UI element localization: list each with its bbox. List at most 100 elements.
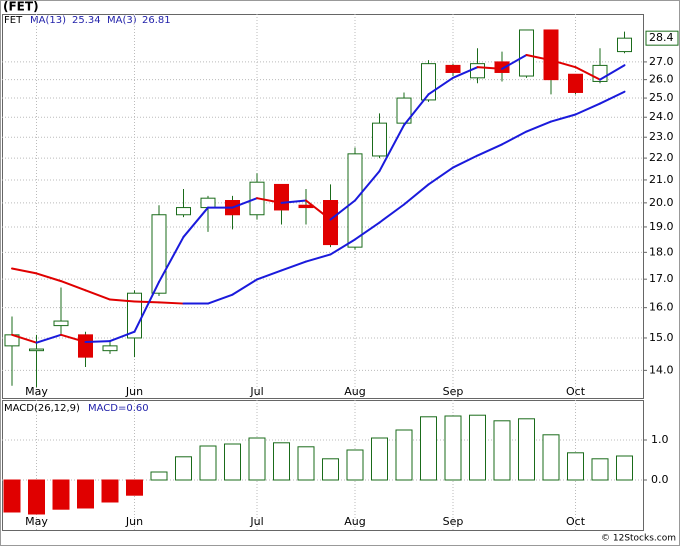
legend-ma3-value: 26.81 bbox=[142, 15, 171, 26]
macd-bar bbox=[444, 415, 462, 481]
macd-title: MACD(26,12,9) bbox=[4, 403, 80, 414]
ma-line-segment bbox=[60, 333, 87, 344]
macd-bar bbox=[542, 434, 560, 481]
candle-body bbox=[617, 37, 632, 53]
y-tick-label: 14.0 bbox=[649, 363, 674, 376]
x-tick-label: Oct bbox=[566, 515, 586, 528]
candle-body bbox=[494, 61, 510, 73]
macd-bar bbox=[591, 458, 609, 481]
macd-panel bbox=[2, 400, 644, 531]
legend-ma3: MA(3) bbox=[107, 15, 137, 26]
x-tick-label: Jul bbox=[249, 515, 263, 528]
y-tick-label: 25.0 bbox=[649, 91, 674, 104]
ma-line-segment bbox=[476, 143, 503, 157]
y-tick-label: 1.0 bbox=[651, 433, 669, 446]
ma-line-segment bbox=[501, 130, 528, 146]
x-tick-label: Sep bbox=[443, 515, 464, 528]
ma-line-segment bbox=[109, 330, 136, 343]
ma-line-segment bbox=[305, 199, 332, 221]
ma-line-segment bbox=[84, 340, 111, 344]
macd-bar bbox=[28, 479, 45, 515]
macd-bar bbox=[3, 479, 21, 513]
macd-legend: MACD=0.60 bbox=[88, 403, 149, 414]
last-price-label: 28.4 bbox=[649, 31, 674, 44]
legend-ma13: MA(13) bbox=[30, 15, 66, 26]
macd-bar bbox=[101, 479, 119, 503]
ma-line-segment bbox=[403, 93, 430, 127]
ma-line-segment bbox=[525, 54, 552, 62]
macd-bar bbox=[493, 420, 511, 481]
candle-body bbox=[176, 207, 191, 216]
ma-line-segment bbox=[550, 59, 577, 69]
chart-title: (FET) bbox=[3, 0, 39, 14]
ma-line-segment bbox=[476, 66, 503, 70]
ma-line-segment bbox=[354, 170, 381, 202]
ma-line-segment bbox=[574, 102, 601, 116]
y-tick-label: 22.0 bbox=[649, 151, 674, 164]
x-tick-label: May bbox=[25, 385, 48, 398]
ma-line-segment bbox=[550, 113, 577, 123]
ma-line-segment bbox=[182, 206, 209, 238]
macd-bar bbox=[77, 479, 94, 509]
ma-line-segment bbox=[11, 267, 38, 275]
ma-line-segment bbox=[84, 289, 111, 301]
ma-line-segment bbox=[599, 90, 626, 105]
ma-line-segment bbox=[280, 260, 307, 272]
ma-line-segment bbox=[329, 238, 356, 256]
candle-body bbox=[200, 197, 216, 209]
macd-bar bbox=[616, 455, 633, 481]
y-tick-label: 15.0 bbox=[649, 331, 674, 344]
y-tick-label: 0.0 bbox=[651, 473, 669, 486]
macd-bar bbox=[395, 429, 413, 481]
macd-bar bbox=[273, 442, 290, 481]
price-panel bbox=[2, 14, 644, 399]
ma-line-segment bbox=[35, 333, 62, 344]
x-tick-label: May bbox=[25, 515, 48, 528]
ma-line-segment bbox=[231, 278, 258, 296]
macd-bar bbox=[420, 416, 437, 481]
macd-bar bbox=[322, 458, 339, 481]
y-tick-label: 26.0 bbox=[649, 73, 674, 86]
symbol-label: FET bbox=[4, 15, 23, 26]
ma-line-segment bbox=[427, 76, 454, 96]
macd-bar bbox=[248, 437, 266, 481]
macd-bar bbox=[126, 479, 143, 496]
ma-line-segment bbox=[378, 124, 405, 173]
x-tick-label: Aug bbox=[344, 515, 365, 528]
macd-bar bbox=[371, 437, 388, 481]
ma-line-segment bbox=[133, 280, 160, 333]
macd-bar bbox=[150, 471, 168, 481]
y-tick-label: 21.0 bbox=[649, 173, 674, 186]
candle-body bbox=[568, 73, 583, 93]
ma-line-segment bbox=[256, 197, 283, 204]
macd-bar bbox=[224, 443, 241, 481]
y-tick-label: 24.0 bbox=[649, 110, 674, 123]
candle-body bbox=[445, 64, 461, 73]
ma-line-segment bbox=[427, 166, 454, 186]
candle-body bbox=[470, 63, 485, 79]
ma-line-segment bbox=[305, 253, 332, 263]
ma-line-segment bbox=[280, 199, 307, 204]
candle-body bbox=[53, 320, 69, 327]
y-tick-label: 16.0 bbox=[649, 301, 674, 314]
ma-line-segment bbox=[329, 199, 356, 221]
x-tick-label: Jun bbox=[125, 385, 143, 398]
macd-bar bbox=[175, 456, 192, 481]
ma-line-segment bbox=[158, 301, 185, 305]
candle-body bbox=[274, 183, 289, 211]
ma-line-segment bbox=[525, 120, 552, 133]
candle-body bbox=[519, 29, 534, 77]
macd-bar bbox=[518, 418, 535, 481]
ma-line-segment bbox=[109, 298, 136, 303]
candle-body bbox=[102, 345, 118, 352]
y-tick-label: 17.0 bbox=[649, 272, 674, 285]
ma-line-segment bbox=[599, 64, 626, 81]
candle-body bbox=[372, 122, 387, 157]
y-tick-label: 19.0 bbox=[649, 220, 674, 233]
credit: © 12Stocks.com bbox=[601, 534, 676, 544]
y-tick-label: 20.0 bbox=[649, 196, 674, 209]
macd-bar bbox=[469, 414, 486, 481]
macd-bar bbox=[346, 449, 364, 481]
